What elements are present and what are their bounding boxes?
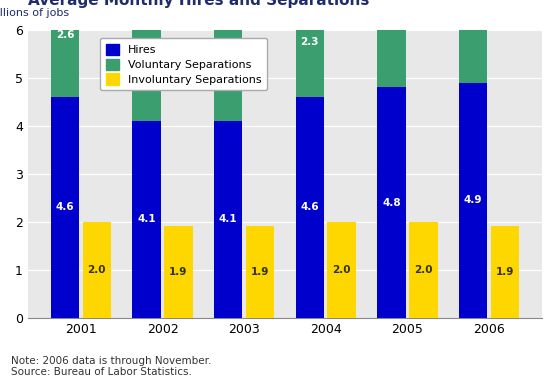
Bar [296,0,324,97]
Text: 4.1: 4.1 [137,214,156,224]
Text: 2.0: 2.0 [87,265,106,275]
Text: Note: 2006 data is through November.
Source: Bureau of Labor Statistics.: Note: 2006 data is through November. Sou… [11,355,212,377]
Bar [214,20,242,121]
Bar [164,226,193,318]
Legend: Hires, Voluntary Separations, Involuntary Separations: Hires, Voluntary Separations, Involuntar… [100,38,267,90]
Bar [214,121,242,318]
Text: 2.6: 2.6 [382,20,400,30]
Bar [377,87,405,318]
Bar [133,15,161,121]
Text: 2.0: 2.0 [333,265,351,275]
Text: 2.6: 2.6 [56,30,74,40]
Bar [328,222,356,318]
Bar [246,226,274,318]
Text: 2.0: 2.0 [414,265,432,275]
Text: 2.3: 2.3 [301,37,319,47]
Bar [296,97,324,318]
Bar [82,222,111,318]
Text: 4.1: 4.1 [219,214,237,224]
Bar [51,97,79,318]
Text: Average Monthly Hires and Separations: Average Monthly Hires and Separations [28,0,369,8]
Bar [51,0,79,97]
Bar [377,0,405,87]
Text: 2.1: 2.1 [219,66,237,75]
Text: 1.9: 1.9 [496,267,514,277]
Text: 4.6: 4.6 [301,202,319,212]
Bar [409,222,438,318]
Text: Millions of jobs: Millions of jobs [0,8,69,18]
Text: 1.9: 1.9 [251,267,269,277]
Text: 4.6: 4.6 [56,202,74,212]
Bar [459,0,487,83]
Text: 4.9: 4.9 [464,195,482,205]
Text: 4.8: 4.8 [382,197,400,208]
Bar [133,121,161,318]
Text: 2.2: 2.2 [138,63,156,73]
Text: 1.9: 1.9 [169,267,188,277]
Bar [491,226,519,318]
Text: 2.6: 2.6 [464,15,482,25]
Bar [459,83,487,318]
